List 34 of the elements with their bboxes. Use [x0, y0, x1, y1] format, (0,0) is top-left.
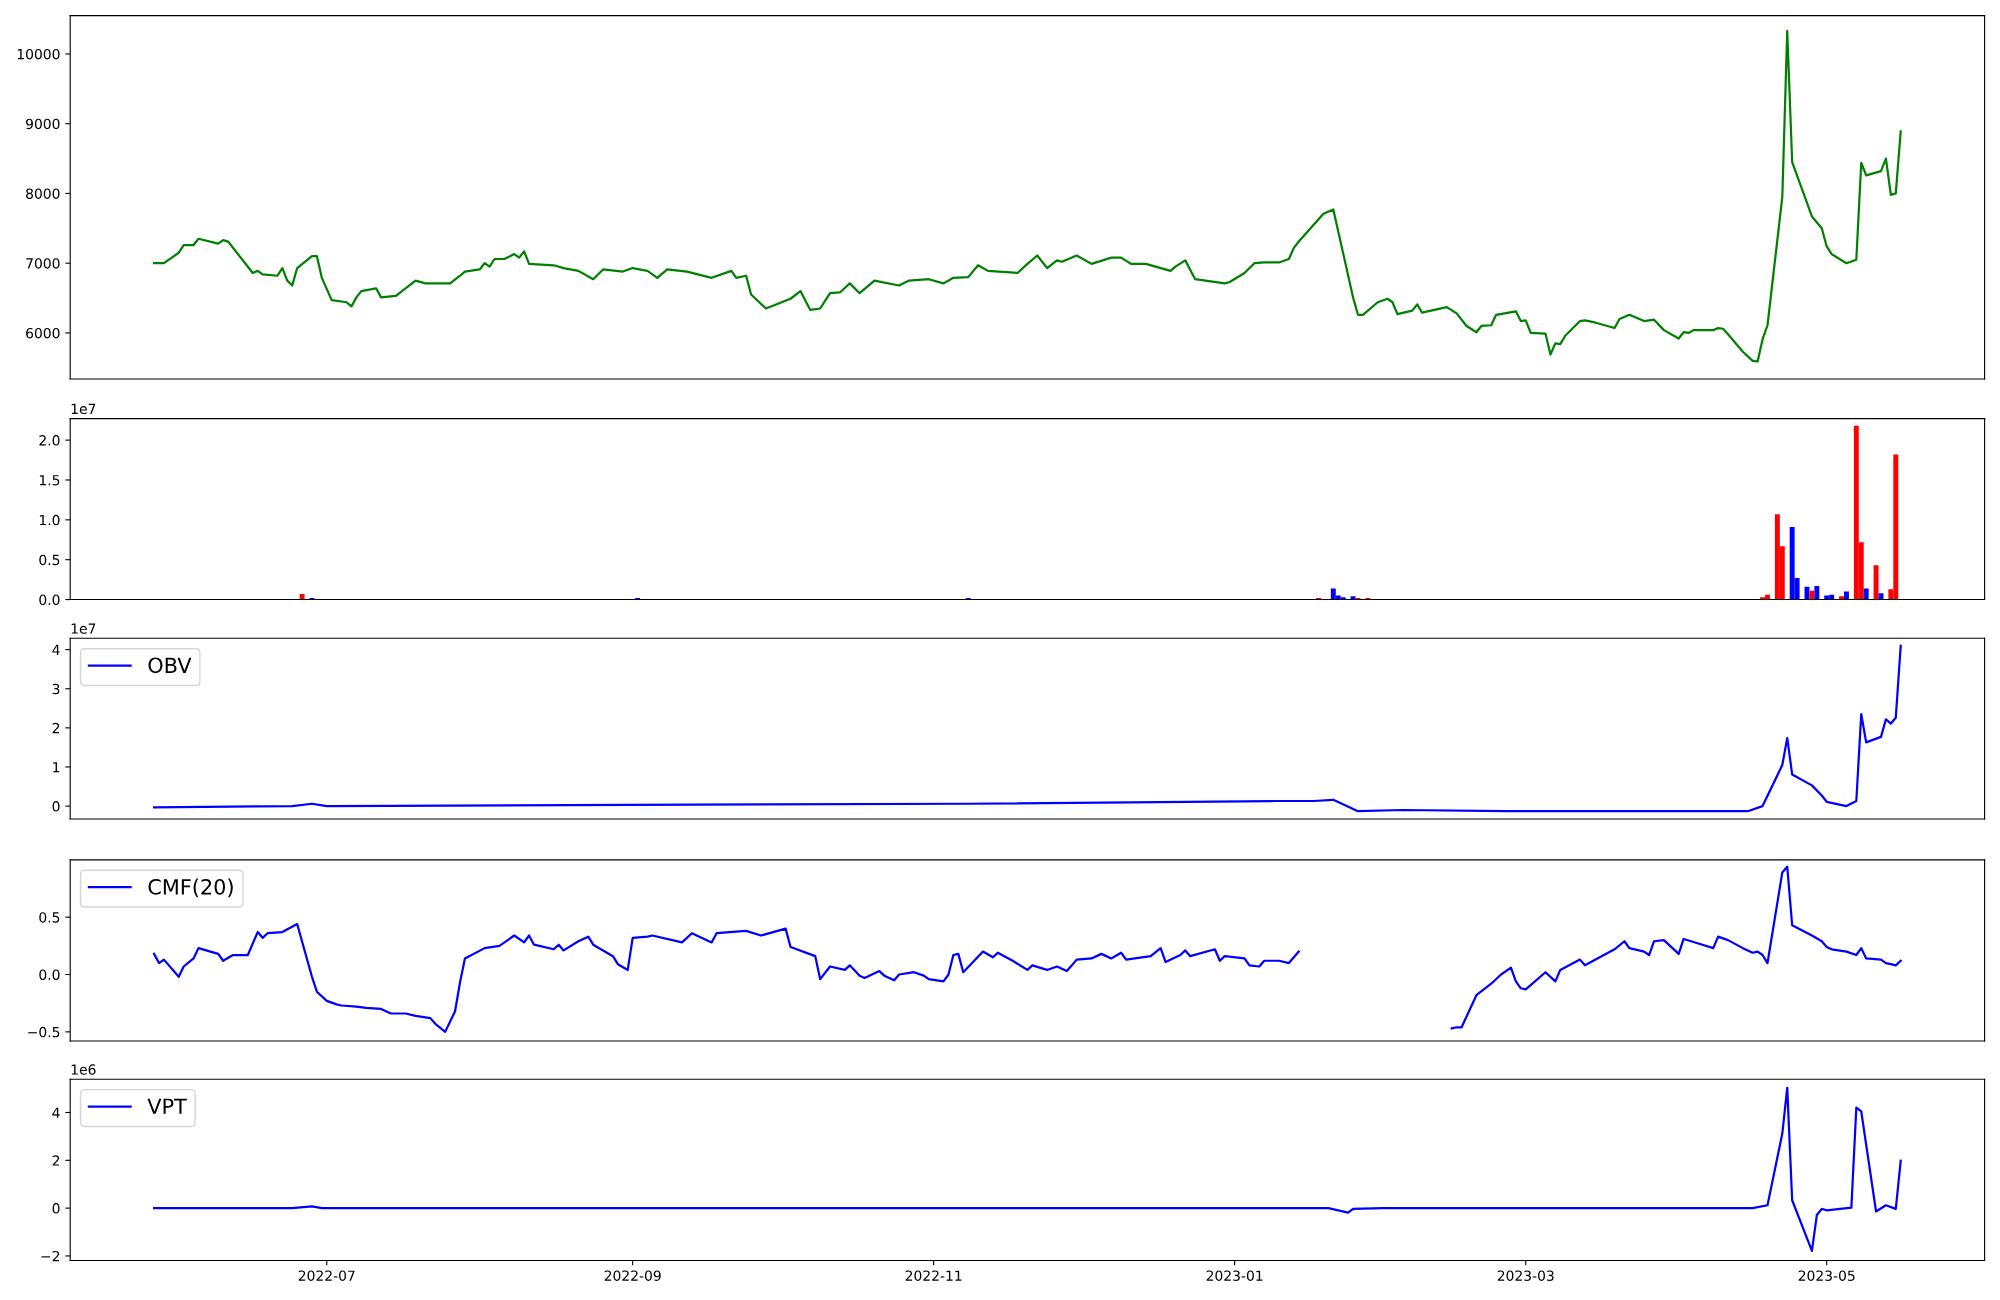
legend-label: CMF(20): [148, 878, 233, 898]
x-tick-label: 2023-03: [1497, 1270, 1554, 1281]
y-tick-label: 4: [52, 644, 60, 655]
legend-label: VPT: [147, 1098, 187, 1114]
y-tick-label: 6000: [26, 327, 60, 339]
text: 1e7: [71, 623, 96, 634]
y-tick-label: 0.0: [39, 594, 60, 606]
text: 1e7: [71, 403, 96, 415]
y-tick-label: −0.5: [28, 1026, 60, 1038]
y-tick-label: 0.0: [39, 969, 60, 980]
y-tick-label: 1.0: [39, 514, 60, 526]
y-tick-label: 2: [52, 722, 60, 734]
y-tick-label: 8000: [26, 188, 60, 199]
y-tick-label: −2: [41, 1250, 60, 1262]
y-tick-label: 9000: [26, 118, 60, 130]
x-tick-label: 2022-11: [905, 1270, 962, 1281]
y-tick-label: 0.5: [39, 912, 60, 923]
y-tick-label: 10000: [17, 48, 60, 60]
x-tick-label: 2022-09: [604, 1270, 661, 1281]
y-tick-label: 3: [52, 683, 60, 695]
y-tick-label: 7000: [26, 258, 60, 269]
x-tick-label: 2022-07: [298, 1270, 355, 1281]
x-tick-label: 2023-05: [1798, 1270, 1855, 1281]
y-tick-label: 2: [52, 1155, 60, 1166]
text: 1e6: [71, 1064, 96, 1075]
y-tick-label: 0: [52, 801, 60, 812]
y-tick-label: 4: [52, 1107, 60, 1118]
y-tick-label: 0.5: [39, 554, 60, 566]
y-tick-label: 0: [52, 1203, 60, 1214]
y-tick-label: 1: [53, 762, 60, 773]
x-tick-label: 2023-01: [1206, 1270, 1263, 1281]
y-tick-label: 1.5: [39, 475, 60, 486]
y-tick-label: 2.0: [39, 435, 60, 446]
legend-label: OBV: [148, 657, 192, 674]
